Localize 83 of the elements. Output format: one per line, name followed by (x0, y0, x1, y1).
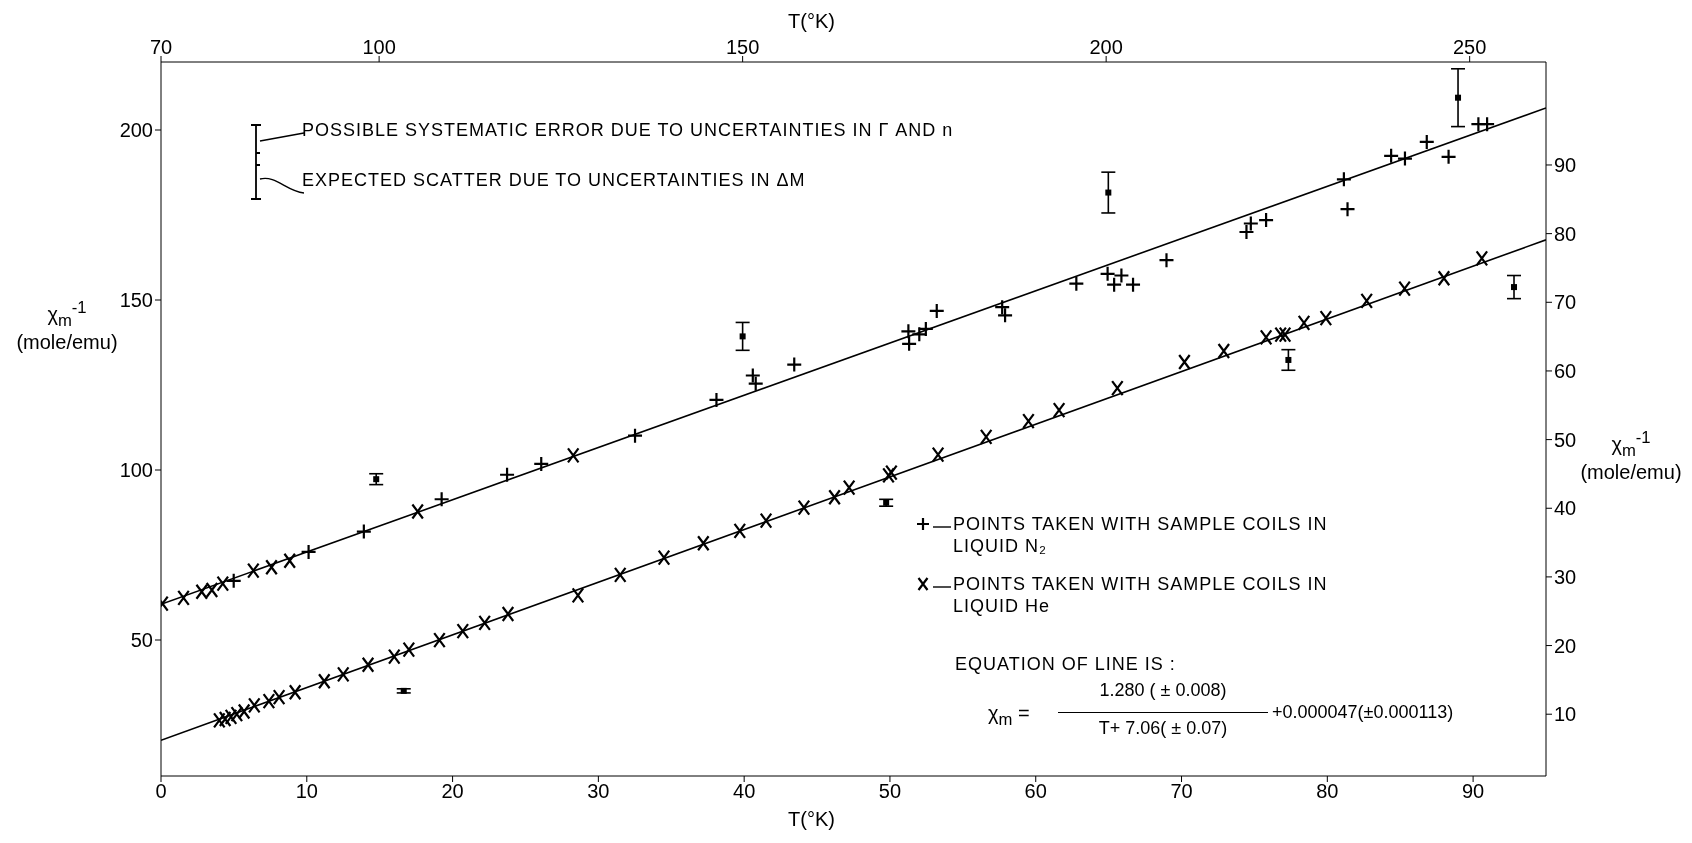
point (1274, 326, 1288, 343)
annotation: 1.280 ( ± 0.008) (1098, 680, 1228, 701)
x2-tick-label: 200 (1089, 36, 1123, 58)
point (272, 688, 286, 706)
point (1319, 309, 1333, 327)
point (237, 703, 251, 720)
point (218, 710, 232, 728)
point (212, 712, 226, 729)
point (224, 708, 238, 726)
y2-tick-label: 60 (1554, 360, 1577, 383)
point (433, 631, 446, 649)
annotation: +0.000047(±0.000113) (1272, 702, 1454, 723)
point (1437, 270, 1451, 287)
point (402, 641, 416, 658)
x-tick-label: 30 (587, 780, 610, 803)
point (759, 512, 773, 529)
x2-axis-title: T(°K) (788, 10, 835, 33)
x-tick-label: 80 (1316, 780, 1339, 803)
point (336, 666, 350, 683)
point (842, 479, 856, 496)
point (733, 522, 747, 540)
point (317, 673, 331, 690)
point (1278, 326, 1292, 343)
y-tick-label: 200 (119, 119, 153, 142)
point (571, 587, 585, 604)
y2-tick-label: 30 (1554, 566, 1577, 588)
legend-label: POINTS TAKEN WITH SAMPLE COILS IN LIQUID He (953, 573, 1329, 617)
point (613, 566, 627, 583)
point (979, 428, 993, 445)
x-tick-label: 70 (1170, 780, 1193, 803)
point (230, 706, 244, 723)
annotation: χ$_{m}$ = (988, 702, 1030, 730)
x-axis-title: T(°K) (788, 808, 835, 831)
point (1297, 314, 1311, 331)
point (696, 535, 710, 552)
point (931, 446, 945, 463)
y2-tick-label: 40 (1554, 497, 1577, 520)
x-tick-label: 90 (1461, 780, 1485, 803)
x-tick-label: 40 (733, 780, 756, 803)
point (1217, 342, 1231, 360)
point (387, 648, 401, 665)
annotation: EXPECTED SCATTER DUE TO UNCERTAINTIES IN ΔM (302, 170, 806, 191)
point (1398, 280, 1411, 297)
point (1360, 292, 1374, 310)
x2-tick-label: 150 (725, 36, 760, 58)
point (657, 549, 671, 566)
y2-tick-label: 80 (1554, 222, 1577, 245)
x-tick-label: 50 (878, 780, 902, 803)
y-tick-label: 100 (119, 459, 153, 482)
legend-label: POINTS TAKEN WITH SAMPLE COILS IN LIQUID N₂ (953, 513, 1329, 557)
y-tick-label: 50 (130, 629, 153, 652)
point (501, 605, 515, 623)
annotation: EQUATION OF LINE IS : (955, 654, 1176, 675)
point (288, 684, 302, 701)
x-tick-label: 0 (155, 780, 167, 803)
x-tick-label: 60 (1024, 780, 1047, 803)
x2-tick-label: 70 (149, 36, 173, 58)
y2-tick-label: 90 (1554, 154, 1577, 177)
annotation: T+ 7.06( ± 0.07) (1097, 718, 1229, 739)
point (1022, 412, 1035, 430)
x2-tick-label: 250 (1452, 36, 1487, 58)
y2-tick-label: 20 (1554, 634, 1577, 657)
y-tick-label: 150 (119, 289, 153, 312)
point (1259, 329, 1273, 346)
point (1178, 353, 1191, 371)
annotation: POSSIBLE SYSTEMATIC ERROR DUE TO UNCERTAINTIES IN Γ AND n (302, 120, 954, 141)
point (262, 693, 276, 710)
point (797, 499, 811, 516)
point (1475, 250, 1489, 267)
point (1285, 356, 1292, 363)
point (247, 697, 261, 714)
point (456, 623, 470, 640)
point (478, 614, 491, 631)
x-tick-label: 10 (295, 780, 318, 803)
y2-tick-label: 10 (1554, 703, 1577, 726)
point (1111, 380, 1124, 397)
x-tick-label: 20 (441, 780, 464, 803)
point (1052, 401, 1066, 419)
point (828, 489, 841, 506)
y2-tick-label: 70 (1554, 291, 1577, 314)
point (361, 656, 375, 673)
y2-tick-label: 50 (1554, 428, 1577, 451)
x2-tick-label: 100 (362, 36, 396, 58)
